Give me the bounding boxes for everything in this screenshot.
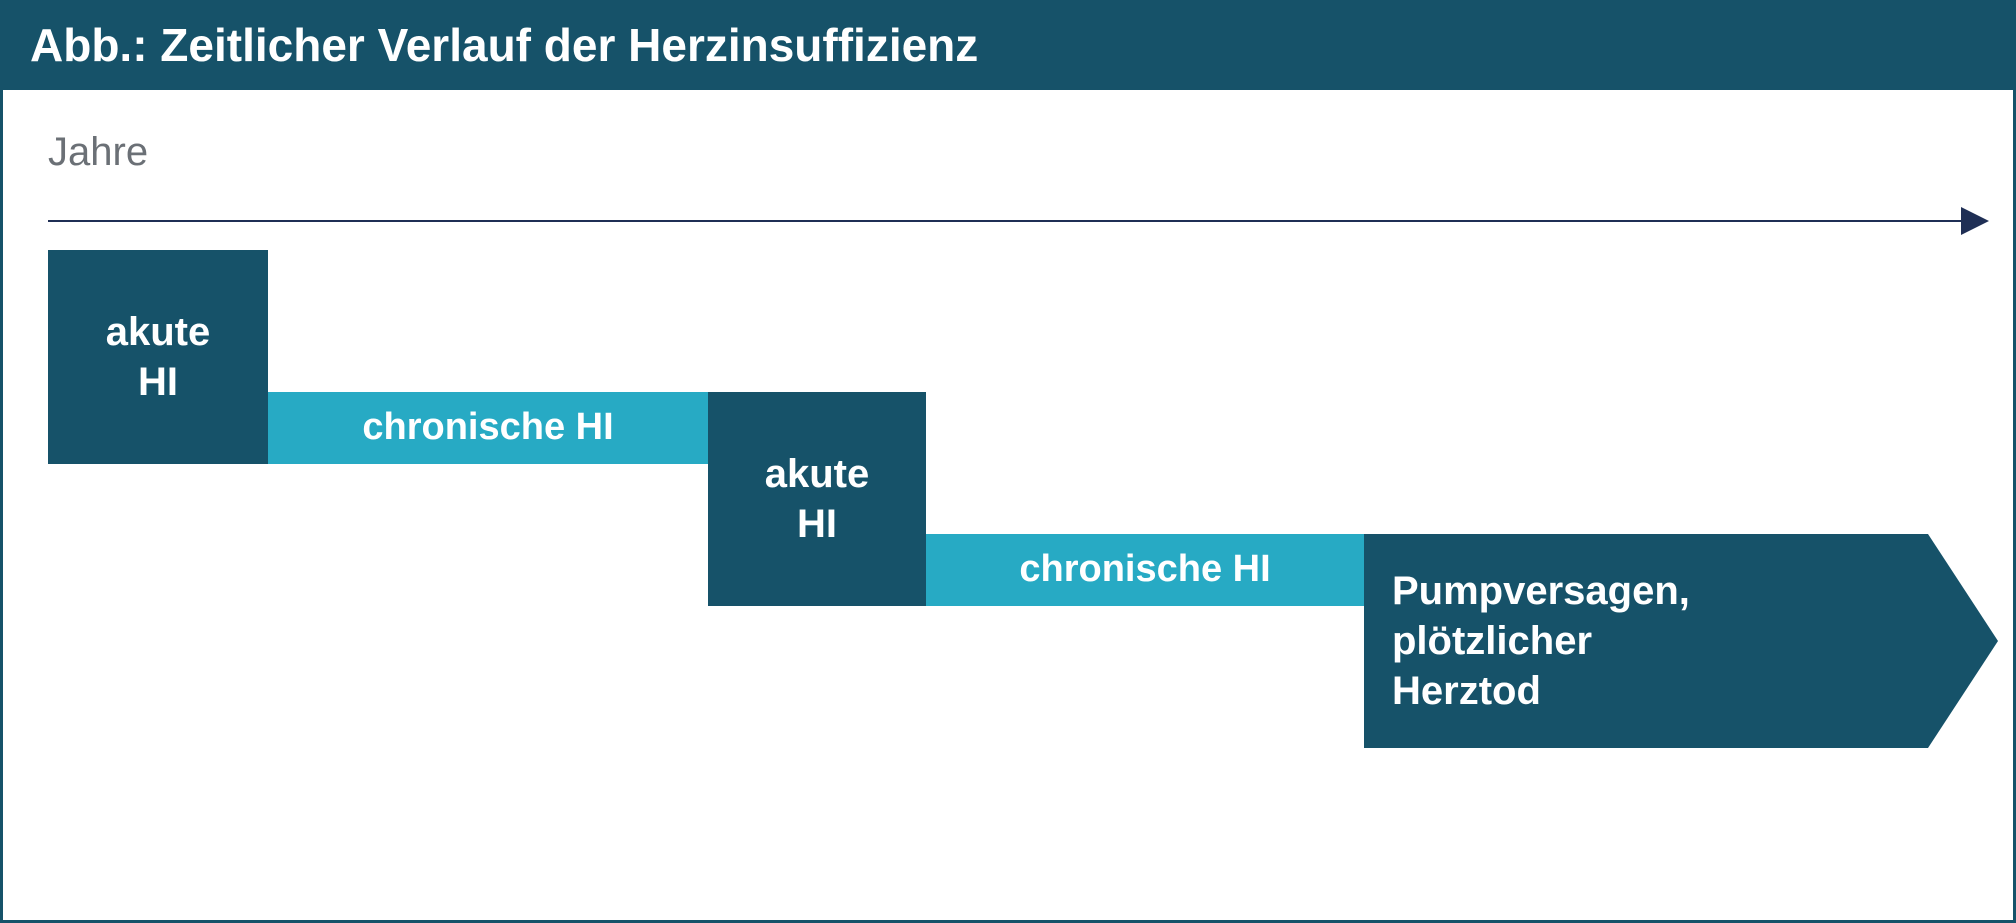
end-block: Pumpversagen, plötzlicher Herztod: [1364, 534, 1998, 748]
diagram-container: Abb.: Zeitlicher Verlauf der Herzinsuffi…: [0, 0, 2016, 923]
stage-block-akute-1: akute HI: [48, 250, 268, 464]
axis-line: [48, 220, 1963, 222]
stage-block-label: chronische HI: [362, 404, 613, 452]
chart-area: Jahre akute HI chronische HI akute HI chron…: [0, 90, 2016, 923]
arrow-right-icon: [1961, 207, 1989, 235]
end-block-arrow-icon: [1928, 534, 1998, 748]
stage-block-chronische-2: chronische HI: [926, 534, 1364, 606]
stage-block-label: akute HI: [765, 449, 870, 549]
stage-block-label: chronische HI: [1019, 546, 1270, 594]
axis-label: Jahre: [48, 130, 148, 175]
stage-block-akute-2: akute HI: [708, 392, 926, 606]
stage-block-label: akute HI: [106, 307, 211, 407]
title-bar: Abb.: Zeitlicher Verlauf der Herzinsuffi…: [0, 0, 2016, 90]
stage-block-chronische-1: chronische HI: [268, 392, 708, 464]
end-block-label: Pumpversagen, plötzlicher Herztod: [1364, 566, 1690, 716]
title-text: Abb.: Zeitlicher Verlauf der Herzinsuffi…: [30, 18, 978, 72]
